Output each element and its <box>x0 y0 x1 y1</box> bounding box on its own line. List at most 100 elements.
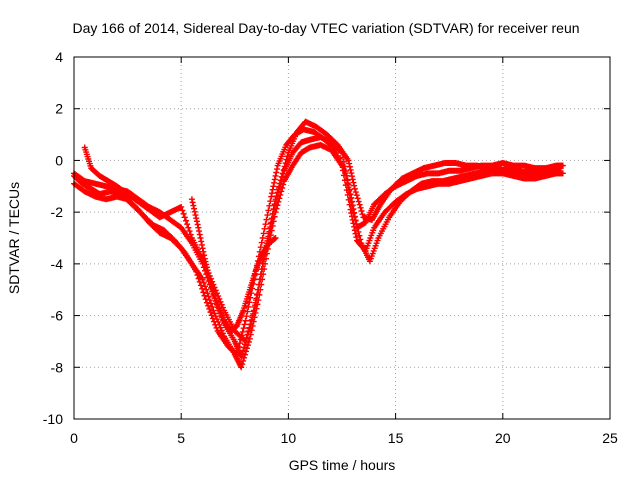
x-tick-label: 20 <box>495 430 511 446</box>
data-point-trace-4 <box>234 347 241 354</box>
data-point-trace-4 <box>334 152 341 159</box>
data-point-trace-3 <box>275 185 282 192</box>
data-point-trace-4 <box>236 340 243 347</box>
data-point-trace-4 <box>211 318 218 325</box>
data-point-trace-3 <box>268 219 275 226</box>
data-point-trace-3 <box>351 182 358 189</box>
data-point-trace-4 <box>266 202 273 209</box>
y-axis-label: SDTVAR / TECUs <box>6 182 22 294</box>
data-point-trace-4 <box>197 282 204 289</box>
data-point-trace-4 <box>271 176 278 183</box>
data-point-trace-3 <box>256 276 263 283</box>
data-point-trace-5 <box>205 270 212 277</box>
data-point-trace-4 <box>346 187 353 194</box>
data-point-trace-4 <box>333 149 340 156</box>
data-point-trace-3 <box>179 207 186 214</box>
data-point-trace-5 <box>191 205 198 212</box>
y-tick-label: -6 <box>51 308 64 324</box>
data-point-trace-4 <box>199 285 206 292</box>
data-point-trace-4 <box>264 212 271 219</box>
chart-title: Day 166 of 2014, Sidereal Day-to-day VTE… <box>72 20 579 36</box>
data-point-trace-3 <box>279 170 286 177</box>
data-point-trace-4 <box>350 210 357 217</box>
data-point-trace-3 <box>254 286 261 293</box>
data-point-trace-1 <box>238 353 245 360</box>
data-point-trace-4 <box>262 221 269 228</box>
data-point-trace-4 <box>241 321 248 328</box>
data-point-trace-4 <box>348 199 355 206</box>
data-point-trace-4 <box>245 303 252 310</box>
data-point-trace-4 <box>206 305 213 312</box>
data-point-trace-3 <box>280 166 287 173</box>
data-point-trace-4 <box>339 164 346 171</box>
data-point-trace-4 <box>347 195 354 202</box>
data-point-trace-2 <box>243 345 250 352</box>
data-point-trace-4 <box>208 312 215 319</box>
y-tick-label: 2 <box>55 101 63 117</box>
data-point-trace-4 <box>259 235 266 241</box>
series-trace-3 <box>81 118 564 345</box>
data-point-trace-4 <box>243 313 250 320</box>
data-point-trace-3 <box>252 302 259 309</box>
data-point-trace-3 <box>253 291 260 298</box>
data-point-trace-4 <box>213 324 220 331</box>
data-point-trace-2 <box>559 170 566 177</box>
y-tick-label: 4 <box>55 49 63 65</box>
data-point-trace-4 <box>237 336 244 343</box>
data-point-trace-5 <box>202 258 209 265</box>
data-point-trace-3 <box>244 331 251 338</box>
data-point-trace-3 <box>182 217 189 224</box>
data-point-trace-4 <box>346 191 353 198</box>
data-point-trace-4 <box>357 236 364 243</box>
x-tick-label: 25 <box>602 430 618 446</box>
data-point-trace-5 <box>196 228 203 235</box>
data-point-trace-4 <box>240 325 247 332</box>
data-point-trace-1 <box>239 350 246 357</box>
data-point-trace-4 <box>273 169 280 176</box>
data-point-trace-3 <box>271 206 278 213</box>
series-trace-5 <box>188 196 279 335</box>
data-point-trace-1 <box>240 347 247 354</box>
data-point-trace-5 <box>192 212 199 219</box>
data-point-trace-2 <box>353 234 360 241</box>
data-point-trace-3 <box>284 153 291 160</box>
data-point-trace-3 <box>274 189 281 196</box>
data-point-trace-4 <box>338 161 345 168</box>
data-point-trace-4 <box>344 180 351 187</box>
data-point-trace-5 <box>196 231 203 238</box>
data-point-trace-2 <box>239 361 246 368</box>
x-tick-label: 10 <box>281 430 297 446</box>
data-point-trace-4 <box>257 244 264 251</box>
data-point-trace-4 <box>271 179 278 186</box>
data-point-trace-3 <box>267 224 274 231</box>
data-point-trace-2 <box>244 342 251 349</box>
data-point-trace-4 <box>268 190 275 197</box>
data-point-trace-3 <box>243 334 250 341</box>
data-point-trace-5 <box>203 261 210 268</box>
data-point-trace-2 <box>242 348 249 355</box>
axis-ticks: 0 5 10 15 20 25 -10 -8 -6 -4 -2 0 2 4 <box>43 49 618 446</box>
data-point-trace-4 <box>258 239 265 246</box>
data-point-trace-3 <box>257 271 264 278</box>
data-point-trace-4 <box>270 183 277 190</box>
data-point-trace-3 <box>346 160 353 167</box>
data-point-trace-4 <box>263 216 270 223</box>
data-point-trace-4 <box>239 328 246 335</box>
data-point-trace-4 <box>201 292 208 299</box>
data-point-trace-4 <box>196 278 203 285</box>
y-tick-label: -8 <box>51 359 64 375</box>
data-point-trace-4 <box>269 186 276 193</box>
data-point-trace-4 <box>344 176 351 183</box>
data-point-trace-4 <box>242 317 249 324</box>
data-point-trace-3 <box>349 173 356 180</box>
data-point-trace-4 <box>331 145 338 152</box>
data-point-trace-4 <box>340 167 347 174</box>
data-point-trace-3 <box>180 210 187 217</box>
data-point-trace-4 <box>354 225 361 232</box>
data-point-trace-3 <box>266 228 273 235</box>
data-point-trace-3 <box>186 228 193 235</box>
data-point-trace-3 <box>350 179 357 186</box>
data-point-trace-3 <box>247 321 254 328</box>
data-point-trace-3 <box>348 170 355 177</box>
